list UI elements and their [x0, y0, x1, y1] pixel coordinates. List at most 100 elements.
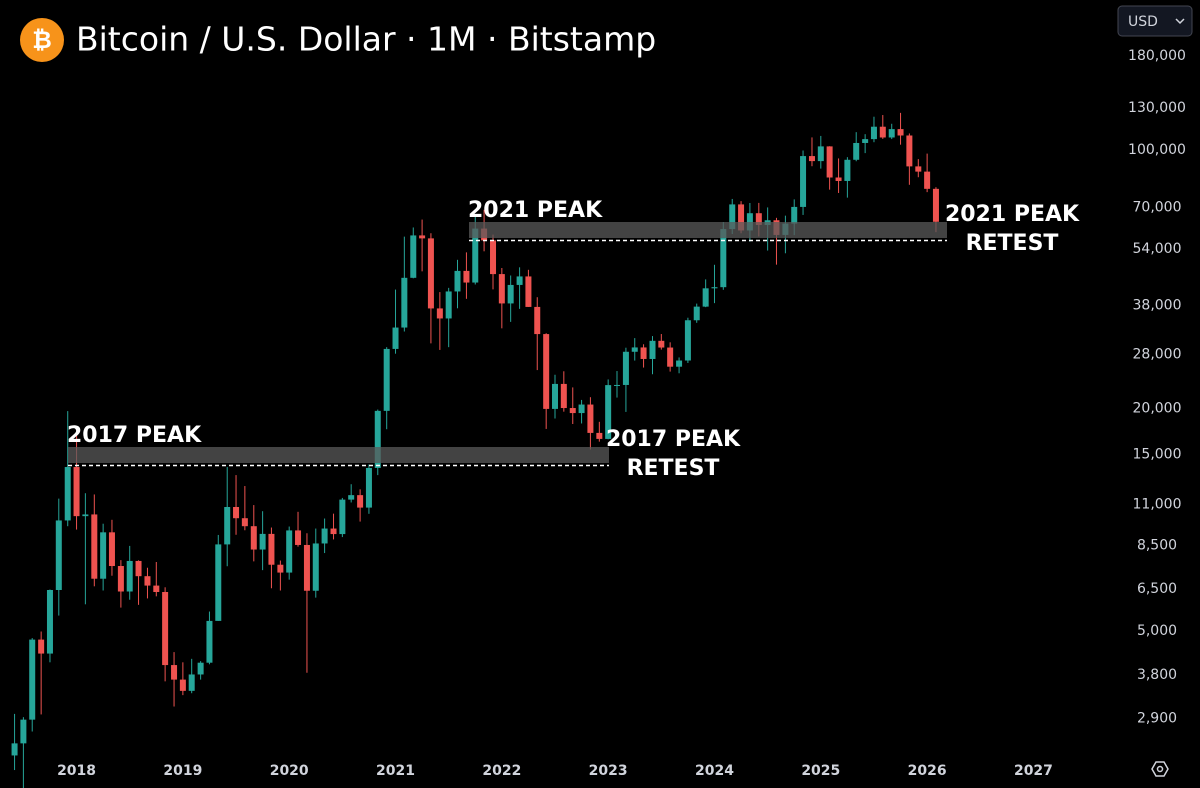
candle-body: [312, 543, 319, 591]
candle-body: [91, 514, 98, 579]
candle-body: [720, 229, 727, 288]
y-tick-label: 70,000: [1133, 199, 1182, 215]
candle-body: [179, 679, 186, 691]
candle-body: [472, 228, 479, 283]
candle-body: [746, 213, 753, 231]
x-tick-label: 2018: [57, 763, 96, 779]
x-tick-label: 2021: [376, 763, 415, 779]
candle-body: [224, 506, 231, 545]
candle-body: [374, 410, 381, 468]
candle-body: [631, 347, 638, 352]
x-tick-label: 2024: [695, 763, 734, 779]
candle-body: [454, 270, 461, 292]
candle-body: [401, 277, 408, 328]
candle-body: [321, 528, 328, 544]
candle-body: [100, 532, 107, 579]
candle-body: [82, 514, 89, 517]
candle-body: [73, 467, 80, 517]
y-tick-label: 100,000: [1128, 142, 1186, 158]
chart-title: Bitcoin / U.S. Dollar · 1M · Bitstamp: [76, 20, 656, 59]
candle-body: [906, 135, 913, 167]
candle-body: [55, 520, 62, 591]
candle-body: [392, 327, 399, 349]
candle-body: [108, 532, 115, 567]
candle-body: [534, 306, 541, 335]
candle-body: [516, 276, 523, 285]
y-tick-label: 15,000: [1133, 447, 1182, 463]
y-tick-label: 130,000: [1128, 100, 1186, 116]
candle-body: [862, 139, 869, 143]
candle-body: [498, 274, 505, 304]
candle-body: [348, 495, 355, 500]
candle-body: [853, 142, 860, 160]
y-tick-label: 54,000: [1133, 241, 1182, 257]
candle-body: [250, 526, 257, 550]
candle-body: [419, 235, 426, 239]
settings-dot[interactable]: [1156, 765, 1164, 773]
currency-label[interactable]: USD: [1128, 14, 1158, 30]
candle-body: [667, 347, 674, 367]
x-tick-label: 2023: [589, 763, 628, 779]
x-tick-label: 2020: [270, 763, 309, 779]
candle-body: [206, 620, 213, 663]
x-tick-label: 2025: [801, 763, 840, 779]
candle-body: [658, 340, 665, 348]
currency-select[interactable]: USD: [1117, 5, 1193, 37]
candle-body: [436, 308, 443, 319]
candle-body: [808, 156, 815, 162]
candle-body: [20, 719, 27, 744]
candle-body: [357, 495, 364, 508]
candle-body: [188, 674, 195, 691]
y-tick-label: 38,000: [1133, 297, 1182, 313]
candle-body: [596, 432, 603, 439]
candle-body: [613, 384, 620, 386]
y-tick-label: 8,500: [1137, 538, 1177, 554]
annotation: RETEST: [627, 456, 720, 481]
candle-body: [117, 566, 124, 592]
annotation: 2021 PEAK: [468, 198, 603, 223]
candle-body: [64, 467, 71, 521]
candle-body: [383, 348, 390, 411]
candle-body: [552, 383, 558, 409]
candle-body: [640, 347, 647, 359]
candle-body: [339, 499, 346, 535]
candle-body: [153, 585, 160, 593]
candle-body: [844, 159, 851, 181]
candle-body: [800, 156, 807, 207]
settings-icon[interactable]: [1151, 761, 1169, 777]
candle-body: [162, 592, 169, 666]
candle-body: [241, 518, 248, 527]
candle-body: [29, 639, 36, 720]
candle-body: [330, 528, 337, 535]
currency-box[interactable]: [1117, 5, 1193, 37]
plot: [11, 112, 939, 788]
candle-body: [684, 320, 691, 361]
y-tick-label: 11,000: [1133, 496, 1182, 512]
candle-body: [587, 404, 594, 433]
annotation: 2017 PEAK: [606, 427, 741, 452]
candle-body: [702, 288, 709, 307]
candle-body: [897, 129, 904, 136]
candle-body: [622, 351, 629, 385]
candle-body: [924, 171, 931, 189]
annotation: 2017 PEAK: [67, 423, 202, 448]
dropdown-caret[interactable]: [1175, 18, 1185, 25]
candle-body: [560, 383, 567, 409]
y-tick-label: 180,000: [1128, 48, 1186, 64]
candle-body: [507, 284, 514, 304]
candle-body: [144, 576, 151, 586]
candle-body: [791, 206, 798, 224]
zone-2017: [68, 447, 609, 463]
y-tick-label: 5,000: [1137, 623, 1177, 639]
annotation: RETEST: [966, 231, 1059, 256]
candle-body: [879, 126, 886, 138]
candle-body: [286, 530, 293, 573]
candle-body: [738, 204, 745, 231]
candle-body: [46, 590, 53, 654]
y-tick-label: 2,900: [1137, 710, 1177, 726]
settings-button[interactable]: [1151, 761, 1169, 777]
coin-symbol: ₿: [32, 26, 52, 54]
candle-body: [427, 238, 434, 309]
